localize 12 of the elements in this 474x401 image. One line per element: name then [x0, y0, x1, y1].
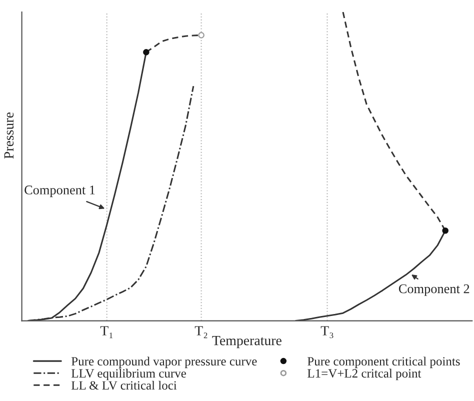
x-tick-label: T₂ — [194, 326, 208, 338]
legend-label: Pure compound vapor pressure curve — [71, 356, 257, 368]
x-tick-label: T₃ — [320, 326, 334, 338]
legend-label: LLV equilibrium curve — [71, 368, 186, 380]
legend-label: LL & LV critical loci — [71, 380, 177, 390]
x-axis-title: Temperature — [212, 336, 282, 348]
annotation: Component 1 — [24, 186, 95, 198]
x-tick-label: T₁ — [100, 326, 113, 338]
annotation: Component 2 — [398, 284, 470, 296]
y-axis-title: Pressure — [4, 112, 14, 159]
legend-label: Pure component critical points — [308, 356, 460, 368]
legend-label: L1=V+L2 critcal point — [308, 368, 422, 380]
